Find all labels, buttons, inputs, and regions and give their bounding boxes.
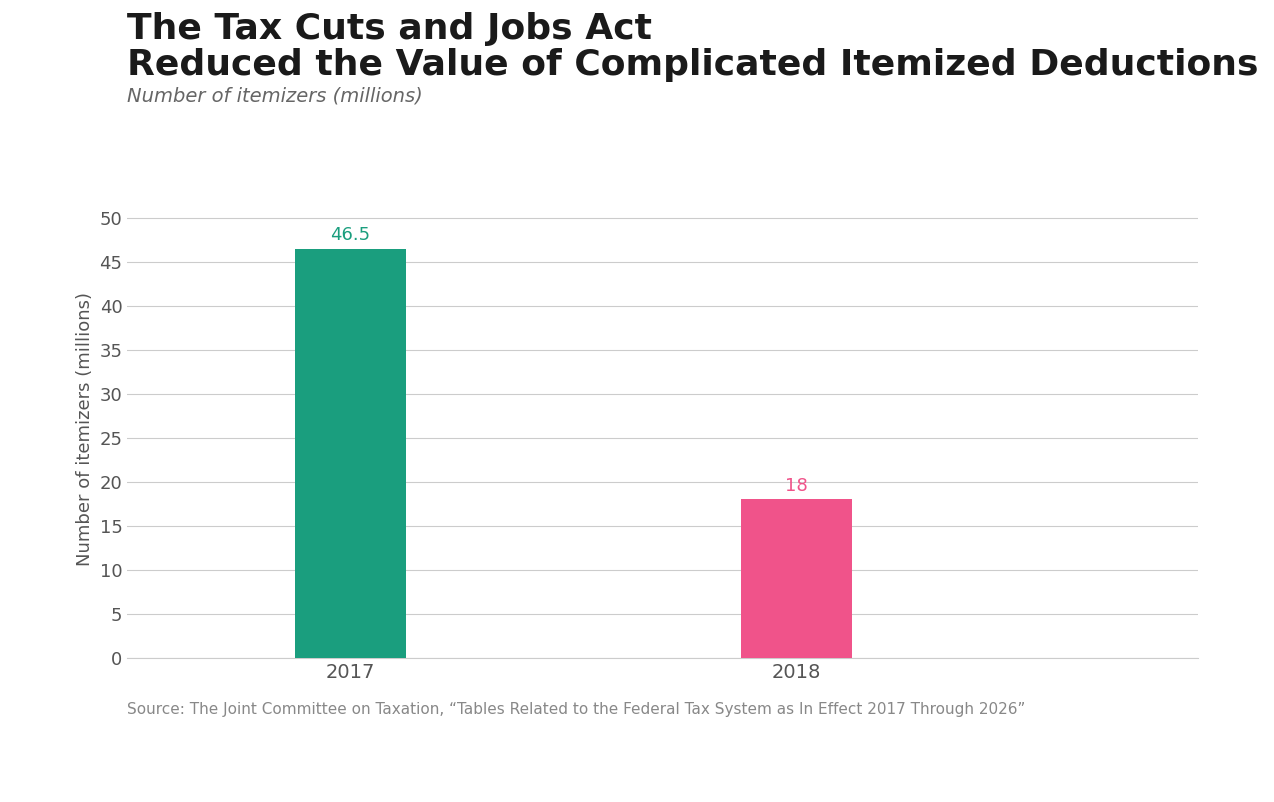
Text: TAX FOUNDATION: TAX FOUNDATION bbox=[25, 760, 219, 780]
Text: Reduced the Value of Complicated Itemized Deductions: Reduced the Value of Complicated Itemize… bbox=[127, 48, 1259, 82]
Text: Number of itemizers (millions): Number of itemizers (millions) bbox=[127, 87, 423, 106]
Text: Source: The Joint Committee on Taxation, “Tables Related to the Federal Tax Syst: Source: The Joint Committee on Taxation,… bbox=[127, 702, 1026, 717]
Bar bbox=[294, 249, 406, 658]
Text: @TaxFoundation: @TaxFoundation bbox=[1069, 760, 1249, 780]
Y-axis label: Number of itemizers (millions): Number of itemizers (millions) bbox=[76, 292, 94, 566]
Text: 18: 18 bbox=[785, 477, 808, 495]
Text: 46.5: 46.5 bbox=[330, 226, 371, 245]
Text: The Tax Cuts and Jobs Act: The Tax Cuts and Jobs Act bbox=[127, 12, 652, 46]
Bar bbox=[740, 500, 852, 658]
